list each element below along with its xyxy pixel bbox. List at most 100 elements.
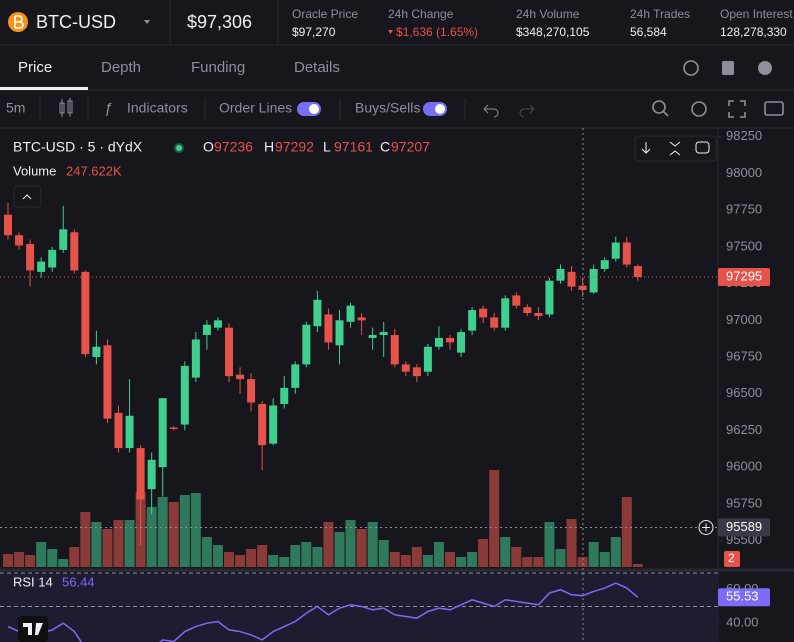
candle-body bbox=[136, 448, 145, 500]
collapse-pane-button[interactable] bbox=[669, 141, 681, 156]
tab[interactable]: Depth bbox=[101, 59, 141, 76]
candle-body bbox=[70, 232, 79, 271]
candle-body bbox=[523, 307, 532, 313]
candle-body bbox=[81, 271, 90, 355]
stat-label: Oracle Price bbox=[292, 7, 358, 21]
candle-body bbox=[379, 332, 388, 336]
candle-body bbox=[313, 299, 322, 327]
stat-label: Open Interest bbox=[720, 7, 793, 21]
maximize-button[interactable] bbox=[695, 141, 710, 154]
volume-bar bbox=[588, 542, 599, 567]
tab[interactable]: Funding bbox=[191, 59, 245, 76]
market-symbol[interactable]: BTC-USD bbox=[36, 12, 116, 32]
volume-bar bbox=[201, 537, 212, 567]
candle-body bbox=[512, 295, 521, 306]
volume-bar bbox=[478, 539, 489, 567]
volume-bar bbox=[367, 522, 378, 567]
tradingview-logo[interactable] bbox=[18, 616, 48, 642]
fx-icon[interactable]: ƒ bbox=[104, 100, 112, 117]
add-order-plus bbox=[702, 523, 710, 532]
buys-sells-label: Buys/Sells bbox=[355, 100, 420, 116]
scroll-button[interactable] bbox=[641, 142, 651, 154]
active-tab-indicator bbox=[0, 87, 88, 90]
volume-bar bbox=[533, 557, 544, 567]
candle-body bbox=[202, 324, 211, 336]
down-arrow bbox=[388, 30, 393, 34]
stat-value: 128,278,330 bbox=[720, 25, 787, 39]
dropdown-arrow[interactable] bbox=[144, 20, 150, 24]
tab[interactable]: Details bbox=[294, 59, 340, 76]
volume-bar bbox=[91, 522, 102, 567]
y-tick-label: 98000 bbox=[726, 165, 762, 180]
collapse-chevron bbox=[22, 194, 32, 200]
candle-body bbox=[324, 314, 333, 343]
volume-bar bbox=[422, 555, 433, 567]
chart-type-icon[interactable] bbox=[59, 98, 73, 117]
chart-buttons bbox=[634, 135, 717, 162]
candle-body bbox=[291, 364, 300, 388]
candle-body bbox=[26, 243, 35, 271]
candle-body bbox=[59, 229, 68, 250]
volume-bar bbox=[257, 545, 268, 567]
button-group bbox=[634, 135, 717, 162]
last-price-label: 97295 bbox=[726, 268, 762, 283]
volume-bar bbox=[555, 549, 566, 567]
stat-label: 24h Trades bbox=[630, 7, 690, 21]
redo-button[interactable] bbox=[519, 104, 535, 118]
stat-value: $1,636 (1.65%) bbox=[396, 25, 478, 39]
volume-bar bbox=[378, 540, 389, 567]
stat-label: 24h Change bbox=[388, 7, 454, 21]
ohlc-key: C bbox=[380, 139, 390, 155]
volume-bar bbox=[323, 522, 334, 567]
volume-bar bbox=[599, 552, 610, 567]
candle-body bbox=[611, 242, 620, 259]
volume-label: Volume bbox=[13, 163, 56, 178]
candle-body bbox=[236, 374, 245, 380]
candle-body bbox=[37, 261, 46, 272]
candle-body bbox=[269, 405, 278, 444]
tab[interactable]: Price bbox=[18, 59, 52, 76]
candle-body bbox=[446, 337, 454, 343]
globe-icon[interactable] bbox=[758, 61, 772, 75]
ohlc-value: 97161 bbox=[334, 139, 373, 155]
settings-icon[interactable] bbox=[691, 101, 707, 117]
ohlc-value: 97236 bbox=[214, 139, 253, 155]
orderbook-icon[interactable] bbox=[722, 61, 734, 75]
indicators-button[interactable]: Indicators bbox=[127, 100, 188, 116]
volume-bar bbox=[146, 507, 157, 567]
volume-bar bbox=[445, 552, 455, 567]
fullscreen-icon[interactable] bbox=[728, 100, 746, 118]
search-icon[interactable] bbox=[652, 100, 666, 114]
crosshair-price: 95589 bbox=[726, 519, 762, 534]
screenshot-icon[interactable] bbox=[764, 101, 784, 116]
volume-bar bbox=[268, 555, 279, 567]
candle-body bbox=[434, 337, 443, 347]
stat-value: 56,584 bbox=[630, 25, 667, 39]
undo-button[interactable] bbox=[483, 104, 499, 118]
volume-bar bbox=[345, 520, 356, 567]
candle-body bbox=[567, 271, 576, 287]
volume-bar bbox=[511, 547, 522, 567]
candle-body bbox=[622, 242, 631, 265]
y-tick-label: 97000 bbox=[726, 312, 762, 327]
volume-bar bbox=[124, 520, 135, 567]
volume-bar bbox=[356, 529, 367, 567]
volume-badge-label: 2 bbox=[728, 551, 735, 565]
volume-value: 247.622K bbox=[66, 163, 122, 178]
collapse-button[interactable] bbox=[13, 185, 42, 208]
candle-body bbox=[191, 339, 200, 378]
candle-body bbox=[92, 346, 101, 358]
volume-bar bbox=[400, 555, 411, 567]
candle-body bbox=[103, 345, 112, 419]
interval[interactable]: 5m bbox=[6, 100, 25, 116]
y-tick-label: 95750 bbox=[726, 495, 762, 510]
tradingview-icon[interactable] bbox=[683, 60, 699, 76]
volume-bar bbox=[621, 497, 632, 567]
candle-body bbox=[368, 335, 377, 338]
volume-bar bbox=[389, 552, 400, 567]
volume-bar bbox=[69, 547, 80, 567]
candle-body bbox=[556, 268, 565, 281]
volume-bar bbox=[632, 564, 643, 567]
rsi-label: RSI 14 bbox=[13, 574, 53, 589]
